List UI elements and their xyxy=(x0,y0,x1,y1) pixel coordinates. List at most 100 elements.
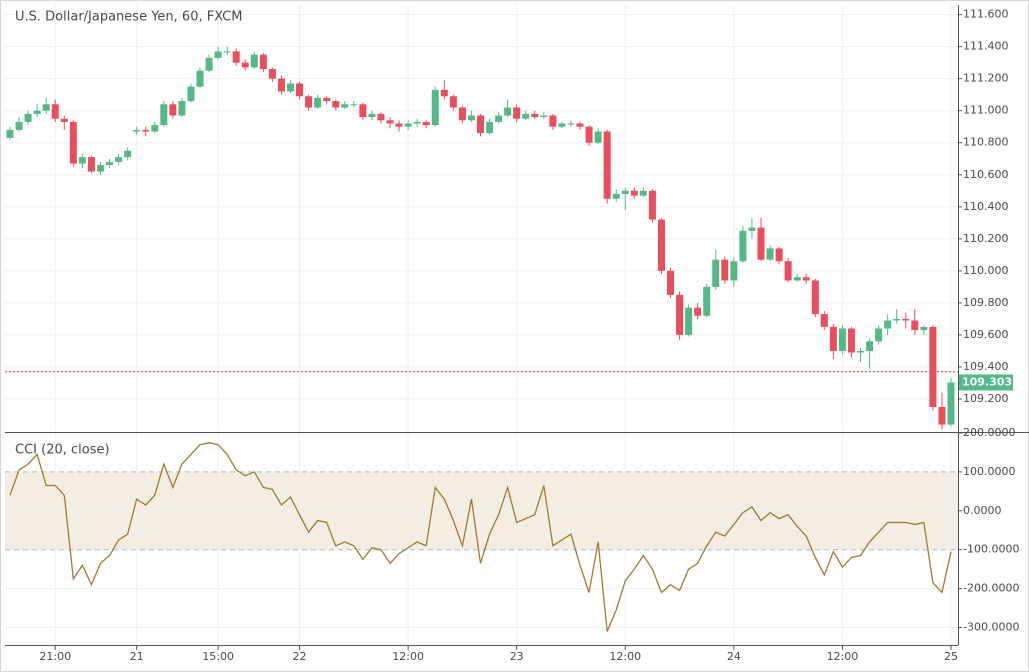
candle-body xyxy=(667,270,675,295)
candle-body xyxy=(630,190,638,196)
candle-body xyxy=(133,129,141,132)
candle-body xyxy=(748,227,756,231)
candle-body xyxy=(920,326,928,331)
candle-body xyxy=(42,104,50,111)
candle-body xyxy=(585,126,593,143)
candle-body xyxy=(739,230,747,262)
candle-body xyxy=(802,277,810,281)
candle-body xyxy=(730,261,738,281)
candle-body xyxy=(160,104,168,126)
candle-body xyxy=(612,193,620,199)
candle-body xyxy=(829,326,837,351)
candle-body xyxy=(513,107,521,119)
y-tick-label: 111.600 xyxy=(963,8,1009,21)
candle-body xyxy=(495,115,503,122)
candle-body xyxy=(657,219,665,271)
candle-body xyxy=(60,118,68,122)
candle-body xyxy=(377,113,385,121)
candle-body xyxy=(694,307,702,316)
candle-body xyxy=(24,113,32,122)
candle-body xyxy=(440,89,448,97)
candle-body xyxy=(549,115,557,127)
candle-body xyxy=(784,261,792,281)
candle-body xyxy=(296,83,304,97)
candle-body xyxy=(449,96,457,108)
y-tick-label: 109.200 xyxy=(963,392,1009,405)
candle-body xyxy=(6,129,14,138)
candle-body xyxy=(847,328,855,353)
candle-body xyxy=(169,104,177,116)
x-tick-label: 21 xyxy=(130,650,144,663)
y-tick-label: 109.600 xyxy=(963,328,1009,341)
last-price-label: 109.303 xyxy=(962,375,1012,388)
candle-body xyxy=(531,113,539,118)
candle-body xyxy=(69,121,77,164)
candle-body xyxy=(558,123,566,127)
y-tick-label: 111.400 xyxy=(963,40,1009,53)
y-tick-label: -300.0000 xyxy=(963,620,1019,633)
y-tick-label: 110.600 xyxy=(963,168,1009,181)
candle-body xyxy=(268,69,276,79)
candle-body xyxy=(241,62,249,68)
candle-body xyxy=(259,54,267,70)
candle-body xyxy=(124,150,132,158)
candle-body xyxy=(359,104,367,118)
y-tick-label: 110.200 xyxy=(963,232,1009,245)
candle-body xyxy=(314,97,322,108)
candle-body xyxy=(820,314,828,327)
candle-body xyxy=(386,120,394,124)
candle-body xyxy=(305,96,313,108)
y-tick-label: 200.0000 xyxy=(963,426,1016,439)
candle-body xyxy=(341,104,349,108)
candle-body xyxy=(205,57,213,71)
candle-body xyxy=(332,101,340,108)
candle-body xyxy=(540,115,548,118)
candle-body xyxy=(857,350,865,353)
x-tick-label: 23 xyxy=(510,650,524,663)
candle-body xyxy=(15,121,23,130)
x-tick-label: 15:00 xyxy=(202,650,234,663)
candle-body xyxy=(576,123,584,127)
y-tick-label: 109.800 xyxy=(963,296,1009,309)
y-tick-label: 110.000 xyxy=(963,264,1009,277)
candle-body xyxy=(685,307,693,335)
candle-body xyxy=(775,248,783,262)
candle-body xyxy=(621,190,629,194)
candle-body xyxy=(395,123,403,127)
candle-body xyxy=(286,83,294,92)
x-tick-label: 12:00 xyxy=(827,650,859,663)
candle-body xyxy=(87,157,95,172)
candle-body xyxy=(106,161,114,166)
candle-body xyxy=(902,318,910,321)
y-tick-label: -100.0000 xyxy=(963,543,1019,556)
candle-body xyxy=(51,104,59,119)
y-tick-label: 111.000 xyxy=(963,104,1009,117)
candle-body xyxy=(350,104,358,106)
candle-body xyxy=(404,123,412,127)
candle-body xyxy=(422,121,430,126)
candle-body xyxy=(929,326,937,407)
candle-body xyxy=(703,286,711,316)
cci-line xyxy=(9,442,952,632)
candle-body xyxy=(142,129,150,132)
candle-body xyxy=(232,51,240,63)
candle-body xyxy=(884,320,892,329)
y-tick-label: 0.0000 xyxy=(963,504,1002,517)
candle-body xyxy=(504,107,512,116)
x-tick-label: 21:00 xyxy=(39,650,71,663)
y-tick-label: 100.0000 xyxy=(963,465,1016,478)
candle-body xyxy=(811,280,819,315)
candle-body xyxy=(757,227,765,260)
candle-body xyxy=(676,294,684,335)
chart-title: U.S. Dollar/Japanese Yen, 60, FXCM xyxy=(15,10,242,25)
candle-body xyxy=(486,121,494,134)
x-tick-label: 12:00 xyxy=(392,650,424,663)
candle-body xyxy=(151,125,159,132)
y-tick-label: 109.400 xyxy=(963,360,1009,373)
candle-body xyxy=(187,86,195,102)
y-tick-label: 110.400 xyxy=(963,200,1009,213)
candle-body xyxy=(250,54,258,68)
candle-body xyxy=(603,131,611,199)
